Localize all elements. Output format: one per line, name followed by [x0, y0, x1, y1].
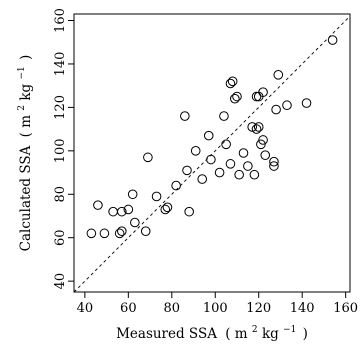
- data-point: [160, 204, 171, 215]
- y-tick-label: 40: [53, 273, 68, 290]
- data-point: [130, 217, 140, 228]
- data-point: [206, 154, 216, 165]
- y-axis-label-sup2: −1: [17, 66, 27, 79]
- data-point: [184, 206, 194, 217]
- data-point: [258, 87, 268, 97]
- y-tick-label: 160: [53, 8, 68, 33]
- data-point: [269, 161, 279, 171]
- y-axis-label-unit-open: ( m: [18, 115, 34, 138]
- data-point: [117, 226, 127, 236]
- plot-frame: [73, 13, 351, 293]
- y-axis-label: Calculated SSA ( m 2 kg −1 ): [12, 55, 34, 252]
- data-point: [86, 228, 97, 239]
- y-axis-ticks: 40 60 80 100 120 140 160: [53, 8, 74, 289]
- data-point: [127, 189, 138, 200]
- x-tick-label: 40: [77, 301, 94, 316]
- data-point: [232, 91, 242, 102]
- data-point: [247, 122, 258, 132]
- data-point: [271, 104, 281, 115]
- data-point: [180, 111, 190, 121]
- data-point: [225, 78, 236, 89]
- x-axis-label-sup2: −1: [283, 325, 296, 335]
- data-point: [140, 226, 151, 236]
- data-point: [327, 35, 338, 45]
- data-point: [143, 152, 153, 163]
- data-point: [301, 98, 312, 108]
- data-point: [99, 228, 110, 239]
- x-tick-label: 140: [290, 301, 315, 316]
- data-point: [108, 206, 118, 217]
- x-axis-label-unit-mid: kg: [262, 326, 279, 342]
- data-point: [182, 165, 192, 176]
- data-point: [273, 70, 284, 80]
- data-point: [227, 76, 238, 87]
- reference-line-layer: [73, 15, 351, 293]
- x-axis-label: Measured SSA ( m 2 kg −1 ): [116, 320, 308, 342]
- data-point: [249, 169, 260, 180]
- data-point: [251, 91, 262, 102]
- x-tick-label: 120: [246, 301, 271, 316]
- data-point: [162, 202, 173, 213]
- x-tick-label: 100: [203, 301, 228, 316]
- data-point: [203, 130, 214, 141]
- data-point: [214, 167, 225, 178]
- y-axis-label-unit-close: ): [18, 55, 34, 60]
- data-point: [230, 93, 240, 104]
- data-points: [86, 35, 338, 239]
- data-point: [282, 100, 292, 111]
- y-axis-label-unit-mid: kg: [18, 83, 34, 100]
- data-point: [238, 148, 249, 158]
- x-axis-label-main: Measured SSA: [116, 326, 217, 342]
- y-tick-label: 140: [53, 52, 68, 77]
- y-tick-label: 100: [53, 138, 68, 163]
- x-tick-label: 160: [333, 301, 358, 316]
- data-point: [190, 146, 201, 156]
- data-point: [123, 204, 134, 215]
- data-point: [256, 139, 266, 150]
- data-point: [197, 174, 208, 184]
- data-point: [251, 124, 262, 134]
- data-point: [221, 139, 231, 150]
- data-point: [93, 200, 103, 210]
- data-point: [114, 228, 125, 239]
- y-tick-label: 80: [53, 186, 68, 203]
- data-point: [243, 161, 253, 171]
- x-tick-label: 80: [164, 301, 181, 316]
- data-point: [260, 150, 271, 160]
- x-axis-label-unit-close: ): [303, 326, 308, 342]
- data-point: [253, 122, 264, 132]
- y-tick-label: 120: [53, 95, 68, 120]
- x-tick-label: 60: [120, 301, 137, 316]
- data-point: [269, 156, 279, 167]
- data-point: [171, 180, 181, 191]
- y-axis-label-sup1: 2: [17, 105, 27, 111]
- data-point: [151, 191, 162, 202]
- data-point: [117, 206, 127, 217]
- y-tick-label: 60: [53, 229, 68, 246]
- data-point: [219, 111, 229, 121]
- data-point: [258, 135, 268, 145]
- x-axis-label-sup1: 2: [252, 325, 258, 335]
- x-axis-label-unit-open: ( m: [225, 326, 248, 342]
- data-point: [234, 169, 244, 180]
- x-axis-ticks: 40 60 80 100 120 140 160: [77, 292, 358, 316]
- y-axis-label-main: Calculated SSA: [18, 145, 34, 251]
- data-point: [225, 159, 236, 169]
- one-to-one-line: [73, 15, 351, 293]
